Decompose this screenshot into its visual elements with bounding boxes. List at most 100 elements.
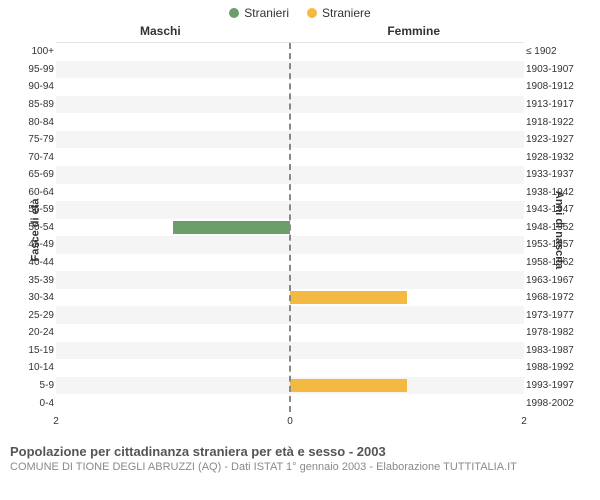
female-half [290, 131, 524, 149]
male-half [56, 236, 290, 254]
year-tick: 1983-1987 [526, 345, 586, 356]
age-tick: 0-4 [14, 398, 54, 409]
year-tick: 1998-2002 [526, 398, 586, 409]
age-tick: 45-49 [14, 239, 54, 250]
year-tick: ≤ 1902 [526, 46, 586, 57]
female-half [290, 289, 524, 307]
center-axis [289, 43, 291, 412]
male-half [56, 377, 290, 395]
female-half [290, 184, 524, 202]
age-tick: 5-9 [14, 380, 54, 391]
legend-swatch-male [229, 8, 239, 18]
x-tick: 2 [53, 416, 59, 427]
female-half [290, 148, 524, 166]
male-half [56, 201, 290, 219]
male-half [56, 359, 290, 377]
legend-label-female: Straniere [322, 6, 371, 20]
female-half [290, 306, 524, 324]
legend: Stranieri Straniere [0, 0, 600, 20]
male-half [56, 148, 290, 166]
age-tick: 80-84 [14, 117, 54, 128]
year-tick: 1928-1932 [526, 152, 586, 163]
year-tick: 1968-1972 [526, 292, 586, 303]
female-half [290, 166, 524, 184]
x-tick: 0 [287, 416, 293, 427]
year-tick: 1948-1952 [526, 222, 586, 233]
year-tick: 1933-1937 [526, 169, 586, 180]
female-half [290, 219, 524, 237]
column-title-male: Maschi [140, 24, 181, 38]
male-half [56, 61, 290, 79]
chart-subtitle: COMUNE DI TIONE DEGLI ABRUZZI (AQ) - Dat… [10, 461, 590, 473]
age-tick: 90-94 [14, 81, 54, 92]
age-tick: 40-44 [14, 257, 54, 268]
year-tick: 1993-1997 [526, 380, 586, 391]
male-half [56, 166, 290, 184]
female-half [290, 236, 524, 254]
age-tick: 20-24 [14, 327, 54, 338]
male-half [56, 219, 290, 237]
year-tick: 1923-1927 [526, 134, 586, 145]
legend-label-male: Stranieri [244, 6, 289, 20]
female-half [290, 201, 524, 219]
legend-item-female: Straniere [307, 6, 371, 20]
age-tick: 60-64 [14, 187, 54, 198]
female-half [290, 113, 524, 131]
year-tick: 1908-1912 [526, 81, 586, 92]
year-tick: 1903-1907 [526, 64, 586, 75]
age-tick: 25-29 [14, 310, 54, 321]
female-bar [290, 291, 407, 304]
year-tick: 1943-1947 [526, 204, 586, 215]
plot-area: 100+≤ 190295-991903-190790-941908-191285… [56, 42, 524, 412]
female-half [290, 342, 524, 360]
pyramid-chart: Maschi Femmine Fasce di età Anni di nasc… [0, 20, 600, 440]
year-tick: 1978-1982 [526, 327, 586, 338]
age-tick: 75-79 [14, 134, 54, 145]
male-half [56, 324, 290, 342]
year-tick: 1958-1962 [526, 257, 586, 268]
male-half [56, 394, 290, 412]
legend-item-male: Stranieri [229, 6, 289, 20]
age-tick: 95-99 [14, 64, 54, 75]
male-bar [173, 221, 290, 234]
male-half [56, 271, 290, 289]
female-half [290, 43, 524, 61]
male-half [56, 43, 290, 61]
year-tick: 1953-1957 [526, 239, 586, 250]
age-tick: 10-14 [14, 362, 54, 373]
age-tick: 35-39 [14, 275, 54, 286]
x-axis: 2 0 2 [56, 416, 524, 430]
age-tick: 70-74 [14, 152, 54, 163]
year-tick: 1988-1992 [526, 362, 586, 373]
year-tick: 1913-1917 [526, 99, 586, 110]
age-tick: 15-19 [14, 345, 54, 356]
female-half [290, 254, 524, 272]
year-tick: 1938-1942 [526, 187, 586, 198]
male-half [56, 131, 290, 149]
male-half [56, 306, 290, 324]
female-bar [290, 379, 407, 392]
male-half [56, 113, 290, 131]
age-tick: 55-59 [14, 204, 54, 215]
age-tick: 65-69 [14, 169, 54, 180]
female-half [290, 377, 524, 395]
age-tick: 100+ [14, 46, 54, 57]
female-half [290, 394, 524, 412]
age-tick: 30-34 [14, 292, 54, 303]
year-tick: 1918-1922 [526, 117, 586, 128]
male-half [56, 78, 290, 96]
year-tick: 1963-1967 [526, 275, 586, 286]
female-half [290, 324, 524, 342]
female-half [290, 271, 524, 289]
female-half [290, 78, 524, 96]
age-tick: 85-89 [14, 99, 54, 110]
x-tick: 2 [521, 416, 527, 427]
age-tick: 50-54 [14, 222, 54, 233]
year-tick: 1973-1977 [526, 310, 586, 321]
female-half [290, 61, 524, 79]
column-title-female: Femmine [387, 24, 440, 38]
female-half [290, 359, 524, 377]
legend-swatch-female [307, 8, 317, 18]
male-half [56, 342, 290, 360]
female-half [290, 96, 524, 114]
